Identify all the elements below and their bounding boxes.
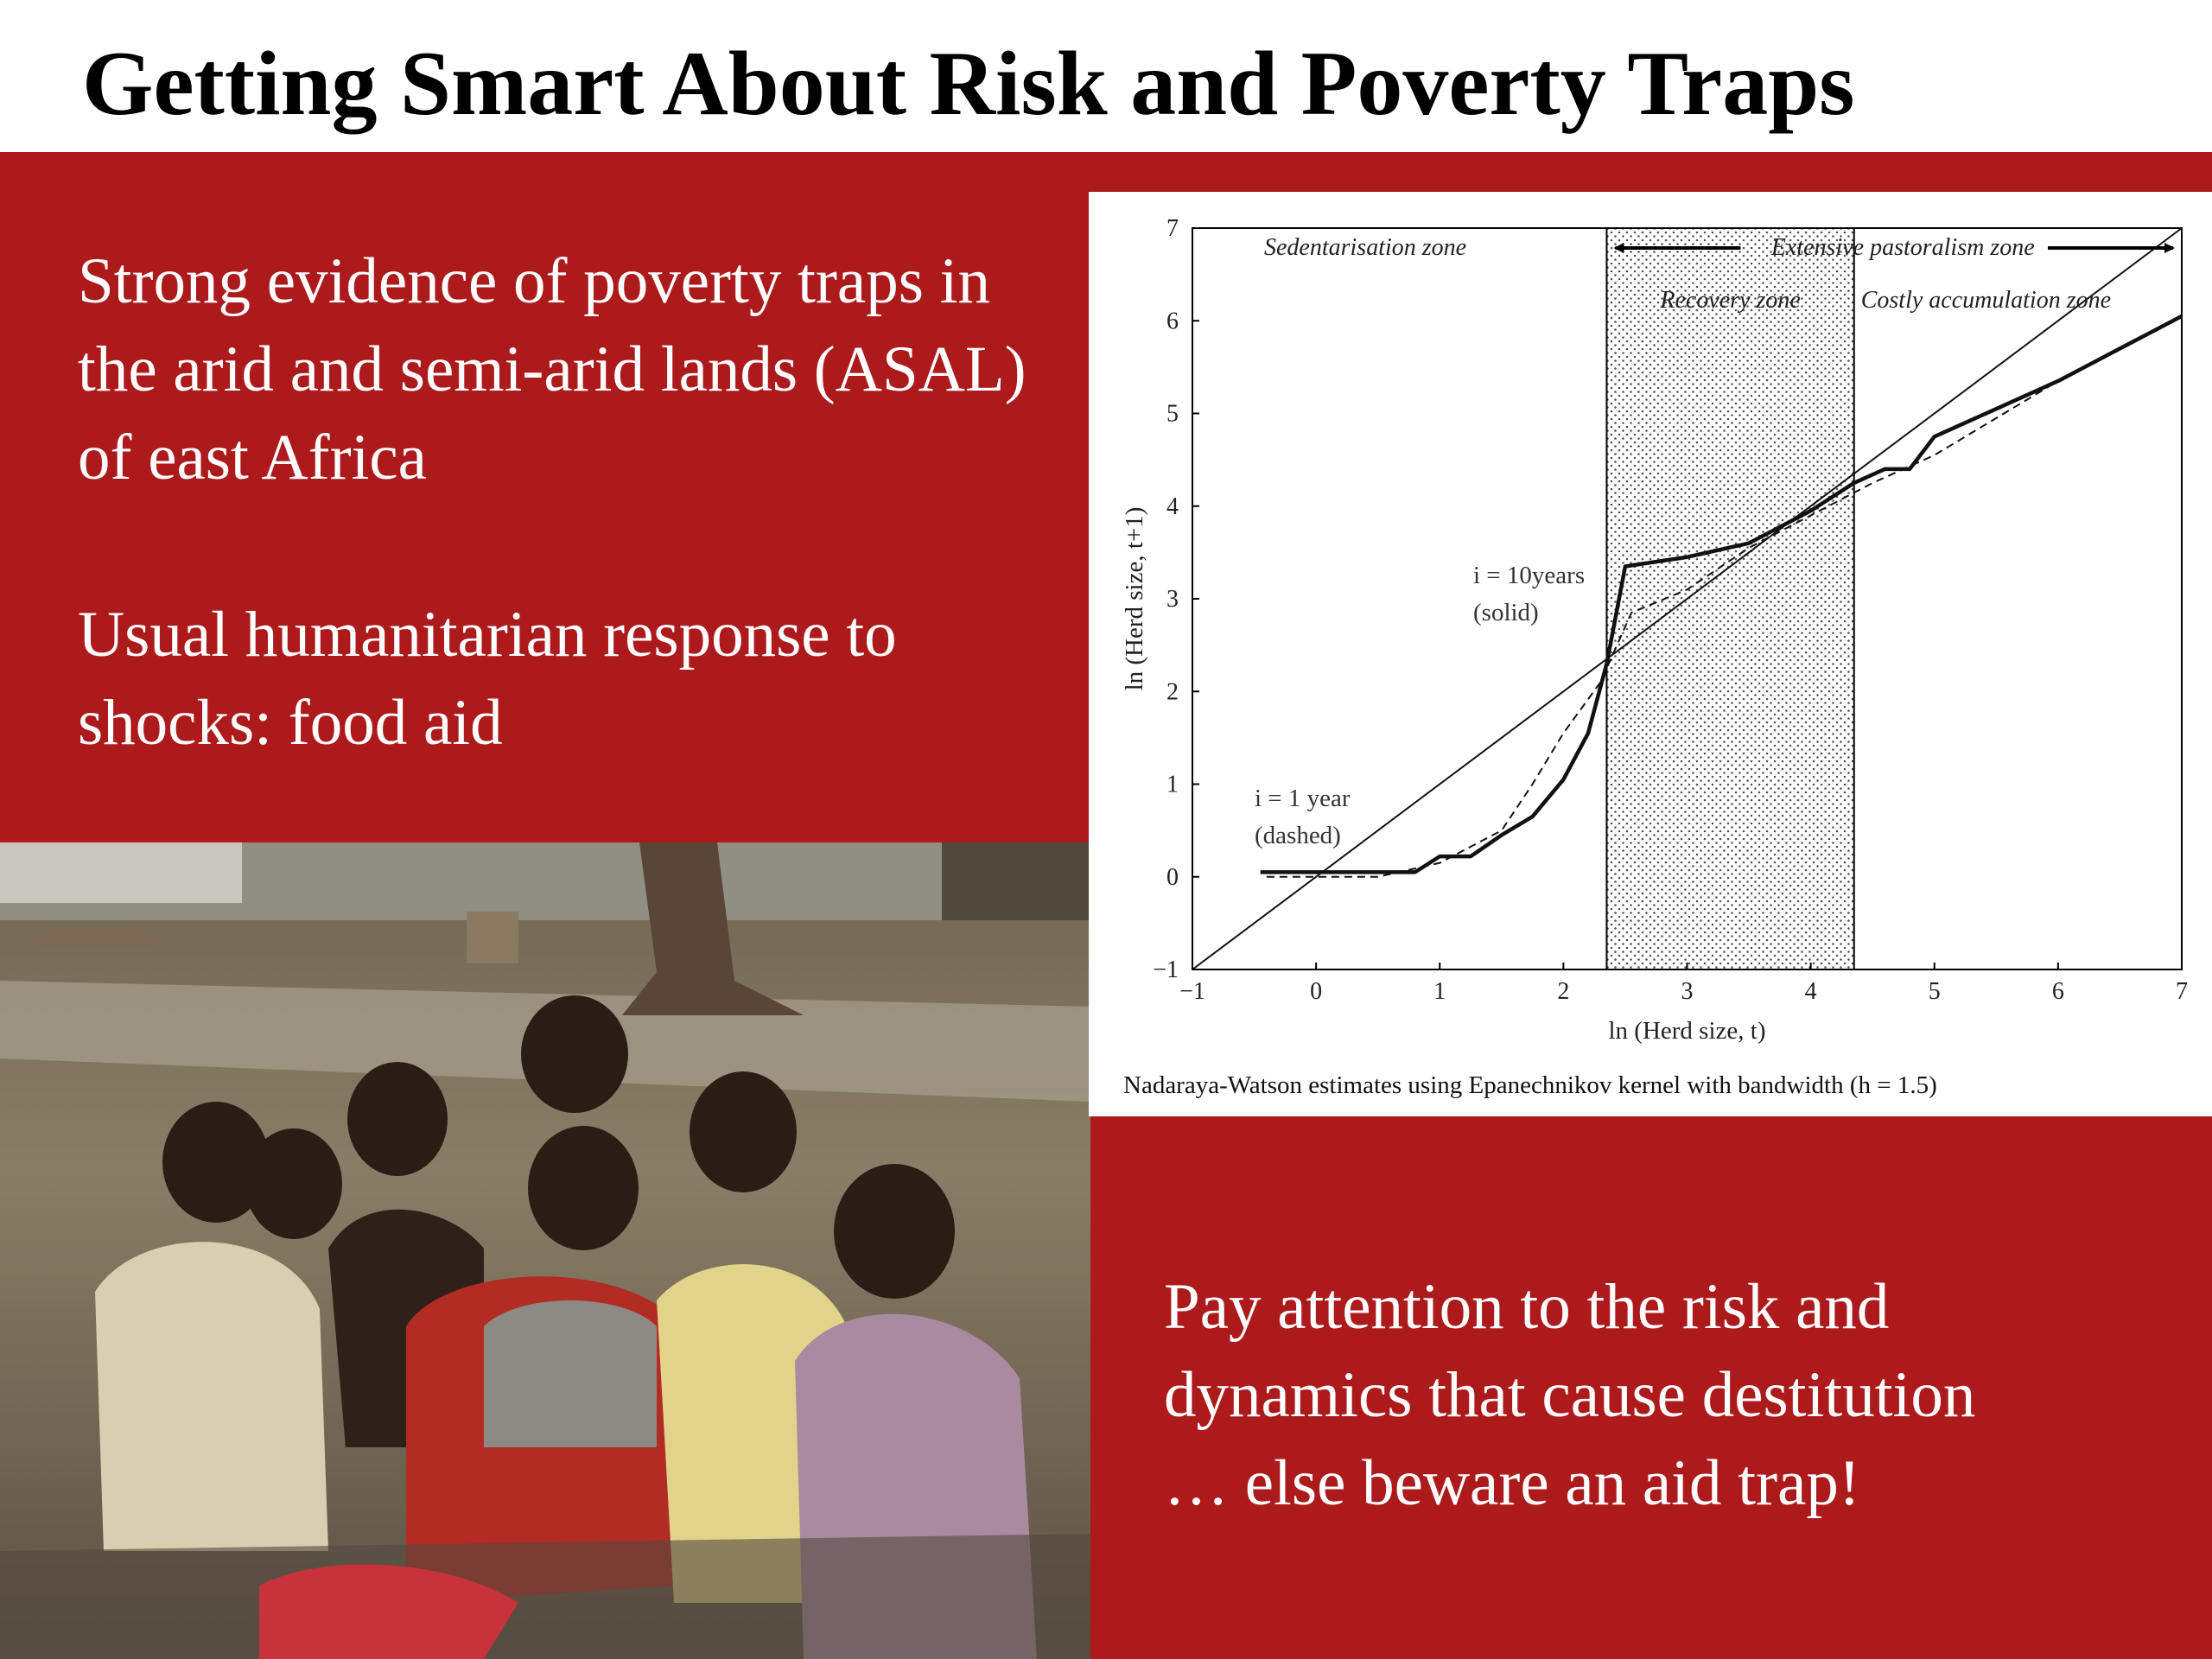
y-tick-label: 7 bbox=[1166, 215, 1179, 242]
y-tick-label: 5 bbox=[1166, 401, 1179, 428]
chart-caption: Nadaraya-Watson estimates using Epanechn… bbox=[1123, 1071, 1937, 1099]
x-tick-label: 7 bbox=[2176, 978, 2188, 1005]
series-line-diagonal bbox=[1192, 227, 2183, 970]
humanitarian-response-text: Usual humanitarian response to shocks: f… bbox=[78, 599, 897, 759]
aid-trap-warning-text: Pay attention to the risk and dynamics t… bbox=[1164, 1263, 2183, 1528]
children-photo-icon bbox=[0, 842, 1090, 1659]
series-line-dashed bbox=[1266, 315, 2183, 878]
y-tick-label: 2 bbox=[1166, 678, 1179, 705]
x-tick-label: 4 bbox=[1805, 978, 1817, 1005]
recovery-zone-label: Recovery zone bbox=[1659, 287, 1800, 314]
y-tick-label: 6 bbox=[1166, 308, 1179, 334]
x-tick-label: −1 bbox=[1179, 978, 1205, 1005]
x-tick-label: 6 bbox=[2052, 978, 2064, 1005]
dashed-series-annotation: i = 1 year bbox=[1255, 785, 1351, 812]
x-axis-label: ln (Herd size, t) bbox=[1609, 1017, 1766, 1045]
recovery-zone-region bbox=[1605, 227, 1855, 970]
x-tick-label: 2 bbox=[1557, 978, 1569, 1005]
children-photo bbox=[0, 842, 1090, 1659]
y-tick-label: 3 bbox=[1166, 586, 1179, 613]
y-tick-label: 0 bbox=[1166, 864, 1179, 891]
y-axis-label: ln (Herd size, t+1) bbox=[1121, 507, 1148, 691]
herd-dynamics-chart-svg: −1 0 1 2 3 4 5 6 7 −1 0 1 2 3 4 5 6 7 ln (Herd size, t) ln … bbox=[1121, 215, 2188, 1045]
extensive-zone-label: Extensive pastoralism zone bbox=[1770, 234, 2035, 261]
x-tick-label: 3 bbox=[1681, 978, 1694, 1005]
slide-title: Getting Smart About Risk and Poverty Tra… bbox=[82, 33, 1855, 134]
x-tick-label: 0 bbox=[1310, 978, 1322, 1005]
solid-series-annotation-note: (solid) bbox=[1473, 599, 1539, 626]
sedentarisation-zone-label: Sedentarisation zone bbox=[1264, 234, 1466, 261]
warning-line-3: … else beware an aid trap! bbox=[1164, 1447, 1860, 1519]
series-line-solid bbox=[1260, 314, 2183, 874]
x-tick-label: 5 bbox=[1929, 978, 1941, 1005]
solid-series-annotation: i = 10years bbox=[1473, 562, 1585, 589]
y-tick-label: 1 bbox=[1166, 772, 1179, 798]
warning-line-2: dynamics that cause destitution bbox=[1164, 1359, 1976, 1431]
evidence-text: Strong evidence of poverty traps in the … bbox=[78, 245, 1027, 493]
y-tick-label: −1 bbox=[1153, 957, 1179, 983]
dashed-series-annotation-note: (dashed) bbox=[1255, 822, 1341, 849]
x-tick-label: 1 bbox=[1433, 978, 1446, 1005]
y-tick-label: 4 bbox=[1166, 493, 1179, 520]
herd-size-chart: −1 0 1 2 3 4 5 6 7 −1 0 1 2 3 4 5 6 7 ln (Herd size, t) ln … bbox=[1089, 192, 2212, 1116]
warning-line-1: Pay attention to the risk and bbox=[1164, 1271, 1890, 1343]
costly-accumulation-zone-label: Costly accumulation zone bbox=[1861, 287, 2111, 314]
